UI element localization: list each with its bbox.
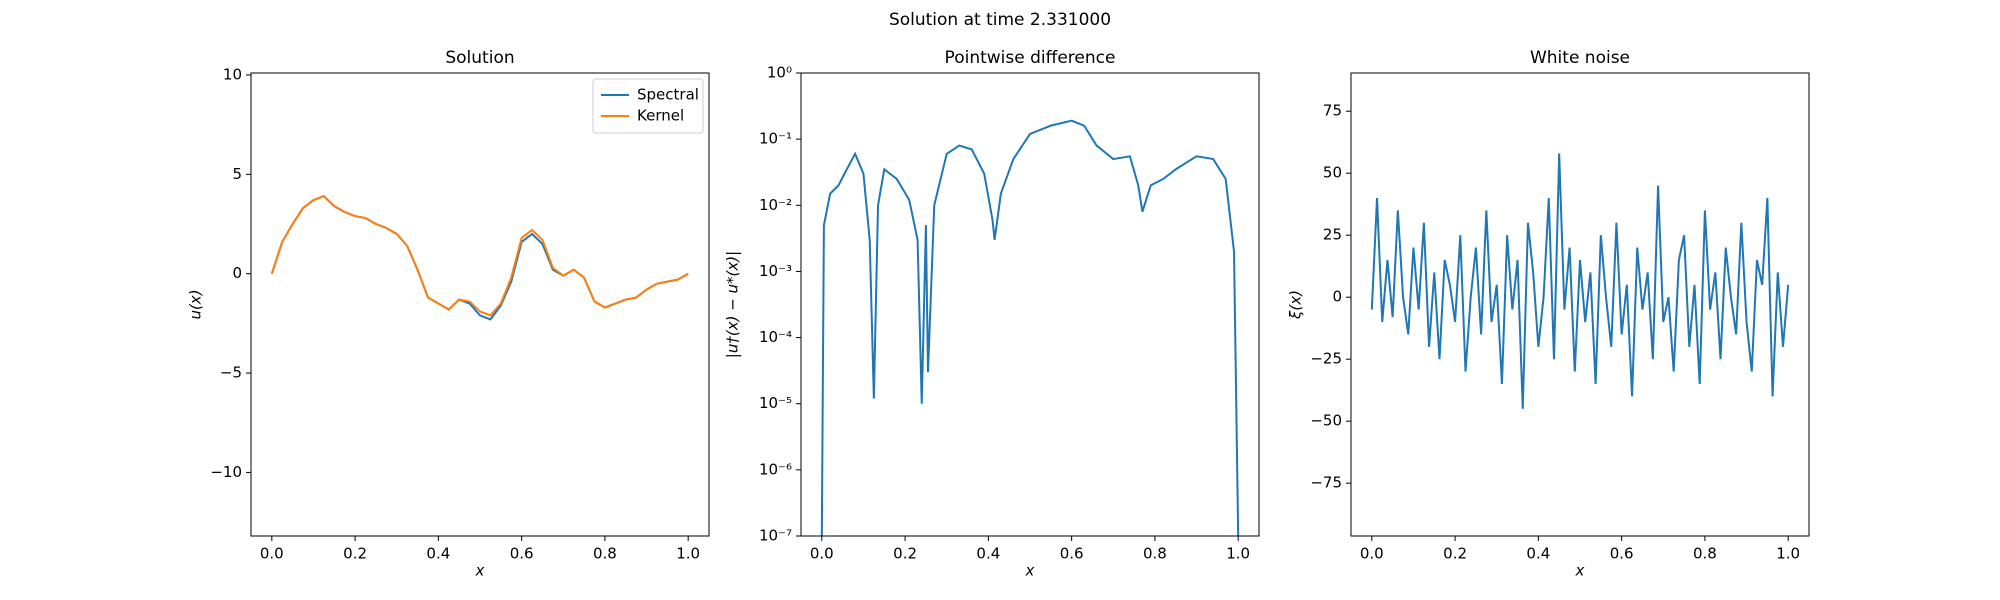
y-tick-label: 75: [1323, 102, 1342, 120]
y-tick-label: −25: [1310, 350, 1342, 368]
y-tick-label: −10: [210, 463, 242, 481]
y-tick-label: 50: [1323, 164, 1342, 182]
data-line: [820, 119, 1240, 536]
x-tick-label: 0.0: [810, 545, 834, 563]
y-tick-label: 0: [1332, 288, 1342, 306]
y-tick-label: 10: [223, 65, 242, 83]
y-axis-label: |u†(x) − u*(x)|: [724, 251, 742, 358]
x-tick-label: 0.8: [1693, 545, 1717, 563]
axes-frame: [1350, 72, 1810, 537]
y-tick-label: −50: [1310, 412, 1342, 430]
legend-label: Spectral: [637, 86, 699, 104]
axes-frame: [250, 72, 710, 537]
y-tick-label: 5: [232, 165, 242, 183]
y-tick-label: −5: [220, 364, 242, 382]
subplot-title: White noise: [1530, 48, 1630, 68]
legend-box: [592, 78, 704, 134]
figure-title: Solution at time 2.331000: [889, 10, 1111, 30]
x-axis-label: x: [1025, 562, 1035, 580]
y-tick-label: 10⁻²: [759, 196, 792, 214]
y-tick-label: −75: [1310, 474, 1342, 492]
x-tick-label: 0.4: [976, 545, 1000, 563]
x-tick-label: 0.6: [1060, 545, 1084, 563]
subplot-title: Solution: [445, 48, 514, 68]
y-tick-label: 10⁻³: [759, 262, 792, 280]
x-tick-label: 0.0: [1360, 545, 1384, 563]
x-tick-label: 0.6: [1610, 545, 1634, 563]
subplot: Pointwise difference 0.0 0.2 0.4 0.6 0.8 1.0 10…: [724, 48, 1260, 580]
subplot: White noise 0.0 0.2 0.4 0.6 0.8 1.0 −75 −50 −25 0 2…: [1287, 48, 1810, 580]
x-tick-label: 0.2: [343, 545, 367, 563]
y-tick-label: 25: [1323, 226, 1342, 244]
x-tick-label: 1.0: [676, 545, 700, 563]
data-line: [1370, 153, 1790, 409]
x-tick-label: 1.0: [1226, 545, 1250, 563]
x-tick-label: 0.2: [1443, 545, 1467, 563]
axes-frame: [800, 72, 1260, 537]
x-tick-label: 0.0: [260, 545, 284, 563]
x-tick-label: 0.4: [1526, 545, 1550, 563]
x-tick-label: 0.8: [593, 545, 617, 563]
x-tick-label: 0.8: [1143, 545, 1167, 563]
x-tick-label: 1.0: [1776, 545, 1800, 563]
y-tick-label: 10⁻⁴: [759, 328, 792, 346]
y-tick-label: 0: [232, 264, 242, 282]
subplot-title: Pointwise difference: [945, 48, 1116, 68]
x-axis-label: x: [475, 562, 485, 580]
x-tick-label: 0.6: [510, 545, 534, 563]
y-tick-label: 10⁻⁵: [759, 394, 792, 412]
y-tick-label: 10⁻⁷: [759, 527, 792, 545]
subplot: Solution 0.0 0.2 0.4 0.6 0.8 1.0 −10 −5 0 5 10 x u(x)…: [187, 48, 710, 580]
x-axis-label: x: [1575, 562, 1585, 580]
x-tick-label: 0.4: [426, 545, 450, 563]
y-tick-label: 10⁻¹: [759, 130, 792, 148]
y-axis-label: ξ(x): [1287, 290, 1305, 320]
legend-label: Kernel: [637, 107, 684, 125]
data-line: [270, 195, 689, 317]
y-tick-label: 10⁰: [767, 64, 792, 82]
y-tick-label: 10⁻⁶: [759, 460, 792, 478]
x-tick-label: 0.2: [893, 545, 917, 563]
data-line: [270, 195, 689, 321]
y-axis-label: u(x): [187, 289, 205, 319]
legend: Spectral Kernel: [592, 78, 704, 134]
